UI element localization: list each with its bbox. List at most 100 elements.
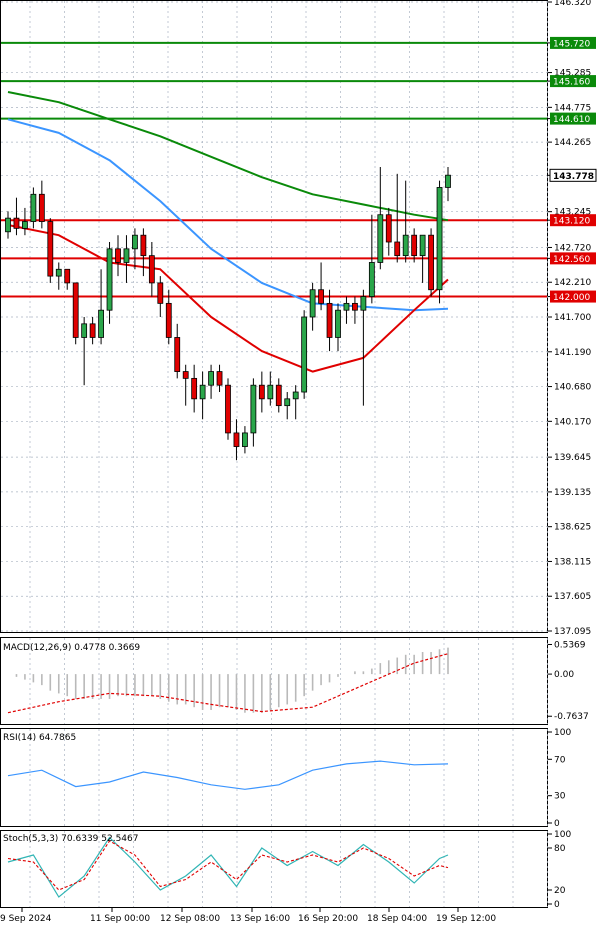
candle-body <box>140 234 147 257</box>
candle-body <box>38 193 45 222</box>
macd-tick-label: 0.5369 <box>554 640 586 650</box>
main-panel-frame <box>0 0 548 633</box>
rsi-panel-frame <box>0 728 548 827</box>
stoch-panel-frame <box>0 830 548 908</box>
rsi-tick-label: 30 <box>554 792 566 802</box>
price-tick-label: 146.320 <box>554 0 591 8</box>
level-tag-label: 145.160 <box>553 78 590 88</box>
time-tick-label: 19 Sep 12:00 <box>436 914 496 924</box>
candle-body <box>132 234 138 250</box>
candle-body <box>368 262 375 297</box>
candle-body <box>309 289 316 318</box>
candle-body <box>89 323 96 338</box>
candle-body <box>123 248 130 263</box>
price-tick-label: 141.190 <box>554 348 591 358</box>
candle-body <box>267 384 274 400</box>
macd-tick-label: -0.7637 <box>554 712 589 722</box>
candle-body <box>208 371 214 386</box>
candle-body <box>343 302 350 311</box>
level-tag-label: 143.120 <box>553 217 590 227</box>
stoch-main-line <box>7 836 449 898</box>
moving-average-line <box>7 118 449 312</box>
candle-body <box>394 241 401 257</box>
price-tick-label: 139.135 <box>554 488 591 498</box>
candle-body <box>157 282 164 304</box>
rsi-label: RSI(14) 64.7865 <box>3 733 76 743</box>
level-tag-label: 142.560 <box>553 255 590 265</box>
price-tick-label: 138.625 <box>554 523 591 533</box>
candle-body <box>5 217 11 233</box>
price-tick-label: 143.245 <box>554 208 591 218</box>
price-tick-label: 141.700 <box>554 313 591 323</box>
macd-signal-line <box>7 653 449 714</box>
moving-average-line <box>7 224 449 373</box>
price-tick-label: 138.115 <box>554 557 591 567</box>
candle-body <box>47 221 54 277</box>
time-tick-label: 16 Sep 20:00 <box>298 914 358 924</box>
price-tick-label: 144.775 <box>554 103 591 113</box>
price-tick-label: 139.645 <box>554 453 591 463</box>
stoch-tick-label: 80 <box>554 844 566 854</box>
time-tick-label: 12 Sep 08:00 <box>160 914 220 924</box>
level-tag <box>550 214 596 227</box>
level-tag <box>550 112 596 125</box>
candle-body <box>165 302 172 338</box>
candle-body <box>284 398 291 407</box>
candle-body <box>72 282 79 338</box>
candle-body <box>13 217 20 229</box>
candle-body <box>81 323 88 338</box>
candle-body <box>436 187 443 291</box>
stoch-tick-label: 100 <box>554 830 571 840</box>
candle-body <box>275 384 282 407</box>
candle-body <box>216 371 223 386</box>
candle-body <box>115 248 121 263</box>
candle-body <box>385 214 392 243</box>
candle-body <box>64 268 71 284</box>
candle-body <box>258 384 265 400</box>
candle-body <box>55 268 62 277</box>
candle-body <box>402 234 409 257</box>
candle-body <box>377 214 384 263</box>
candle-body <box>326 302 333 338</box>
candle-body <box>419 234 426 257</box>
last-price-tag <box>549 168 597 182</box>
macd-tick-label: 0.00 <box>554 670 574 680</box>
candle-body <box>352 302 358 311</box>
price-tick-label: 144.265 <box>554 138 591 148</box>
candle-body <box>250 384 257 434</box>
time-tick-label: 13 Sep 16:00 <box>230 914 290 924</box>
level-tag <box>550 290 596 303</box>
candle-body <box>199 384 206 400</box>
candle-body <box>225 384 231 434</box>
level-tag <box>550 36 596 49</box>
level-tag-label: 144.610 <box>553 115 590 125</box>
candle-body <box>335 309 341 338</box>
price-tick-label: 140.170 <box>554 417 591 427</box>
price-tick-label: 137.095 <box>554 627 591 637</box>
candle-body <box>106 248 113 311</box>
candle-body <box>30 193 37 222</box>
time-tick-label: 18 Sep 04:00 <box>367 914 427 924</box>
candle-body <box>233 432 240 447</box>
price-tick-label: 145.285 <box>554 69 591 79</box>
price-tick-label: 142.210 <box>554 278 591 288</box>
candle-body <box>174 337 181 372</box>
level-tag <box>550 75 596 88</box>
last-price-label: 143.778 <box>553 172 594 182</box>
rsi-line <box>7 760 449 790</box>
stoch-tick-label: 20 <box>554 886 566 896</box>
rsi-tick-label: 0 <box>554 819 560 829</box>
level-tag <box>550 252 596 265</box>
price-tick-label: 142.720 <box>554 243 591 253</box>
rsi-tick-label: 100 <box>554 728 571 738</box>
candle-body <box>98 309 104 338</box>
candle-body <box>242 432 248 447</box>
time-tick-label: 9 Sep 2024 <box>0 914 52 924</box>
candle-body <box>148 255 155 284</box>
candle-body <box>318 289 324 304</box>
candle-body <box>301 316 308 393</box>
level-tag-label: 142.000 <box>553 293 590 303</box>
candle-body <box>360 296 367 311</box>
candle-body <box>182 371 189 379</box>
